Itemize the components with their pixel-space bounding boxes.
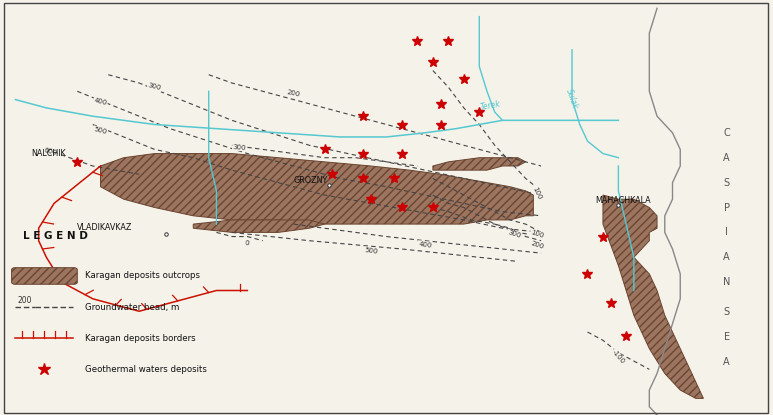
Text: L E G E N D: L E G E N D [23,231,88,241]
Text: A: A [724,153,730,163]
Text: 200: 200 [530,240,544,250]
Text: Sulak: Sulak [564,87,580,110]
Text: GROZNY: GROZNY [294,176,328,185]
Text: -100: -100 [611,349,626,365]
Text: 0: 0 [245,239,250,246]
Text: VLADIKAVKAZ: VLADIKAVKAZ [77,223,133,232]
FancyBboxPatch shape [12,268,77,284]
Text: Geothermal waters deposits: Geothermal waters deposits [85,365,207,374]
Text: 400: 400 [94,97,107,106]
Text: S: S [724,178,730,188]
Text: 300: 300 [148,83,162,92]
Text: Groundwater head, m: Groundwater head, m [85,303,179,312]
Text: P: P [724,203,730,212]
Text: 600: 600 [43,147,57,156]
Text: I: I [725,227,728,237]
Text: A: A [724,357,730,367]
Polygon shape [193,220,325,232]
Text: N: N [723,277,730,287]
Text: Karagan deposits borders: Karagan deposits borders [85,334,196,343]
Text: A: A [724,252,730,262]
Text: 100: 100 [530,229,545,239]
Text: NALCHIK: NALCHIK [31,149,66,158]
Text: Karagan deposits outcrops: Karagan deposits outcrops [85,271,200,281]
Text: E: E [724,332,730,342]
Text: 300: 300 [233,144,247,151]
Text: MAHACHKALA: MAHACHKALA [595,196,651,205]
Text: 100: 100 [532,186,543,200]
Text: 500: 500 [94,126,107,135]
Text: 400: 400 [418,241,432,249]
Text: C: C [724,128,730,138]
Text: Terek: Terek [479,100,501,112]
Text: S: S [724,308,730,317]
Text: 500: 500 [364,247,378,255]
Polygon shape [603,195,703,398]
Polygon shape [100,154,533,224]
Text: 200: 200 [18,295,32,305]
Text: 200: 200 [287,89,301,98]
Text: 300: 300 [506,229,522,239]
Polygon shape [433,158,526,170]
